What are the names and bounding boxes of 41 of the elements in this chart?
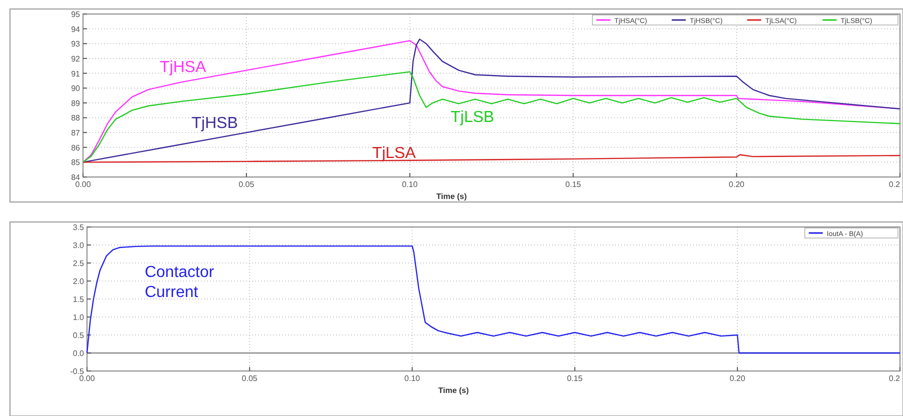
y-tick-label: 3.5: [72, 223, 85, 232]
y-tick-label: 95: [71, 10, 81, 19]
y-tick-label: 0.5: [72, 331, 85, 340]
y-tick-label: 3.0: [72, 241, 85, 250]
x-tick-label: 0.2: [888, 180, 901, 189]
x-tick-label: 0.00: [79, 374, 96, 383]
annotation: TjLSA: [372, 144, 416, 162]
y-tick-label: 84: [71, 173, 81, 182]
y-tick-label: 1.0: [72, 313, 85, 322]
annotation: Contactor Current: [144, 264, 215, 301]
y-tick-label: 2.5: [72, 259, 85, 268]
y-tick-label: 0.0: [72, 349, 85, 358]
y-tick-label: 1.5: [72, 295, 85, 304]
x-tick-label: 0.15: [567, 374, 584, 383]
annotation: TjHSB: [192, 115, 238, 132]
x-tick-label: 0.00: [75, 180, 92, 189]
y-tick-label: 89: [71, 98, 81, 108]
x-tick-label: 0.2: [888, 374, 901, 383]
x-axis-title: Time (s): [436, 192, 468, 201]
y-tick-label: 90: [71, 84, 81, 94]
y-tick-label: 94: [71, 24, 81, 34]
y-tick-label: 93: [71, 40, 81, 49]
y-tick-label: 2.0: [72, 277, 85, 286]
y-tick-label: 91: [71, 69, 81, 78]
y-tick-label: 88: [71, 114, 81, 123]
x-tick-label: 0.05: [238, 180, 255, 189]
y-tick-label: 85: [71, 158, 81, 168]
annotation: TjLSB: [450, 109, 494, 126]
y-tick-label: 86: [71, 143, 81, 152]
x-axis-title: Time (s): [438, 386, 470, 395]
y-tick-label: -0.5: [70, 367, 85, 376]
x-tick-label: 0.20: [728, 180, 745, 189]
line-series: [86, 245, 901, 354]
annotation: TjHSA: [160, 59, 206, 76]
y-tick-label: 92: [71, 54, 81, 64]
x-tick-label: 0.15: [565, 180, 582, 189]
y-tick-label: 87: [71, 128, 81, 138]
x-tick-label: 0.20: [730, 374, 746, 383]
x-tick-label: 0.10: [402, 180, 418, 189]
x-tick-label: 0.10: [404, 374, 421, 383]
x-tick-label: 0.05: [242, 374, 258, 383]
